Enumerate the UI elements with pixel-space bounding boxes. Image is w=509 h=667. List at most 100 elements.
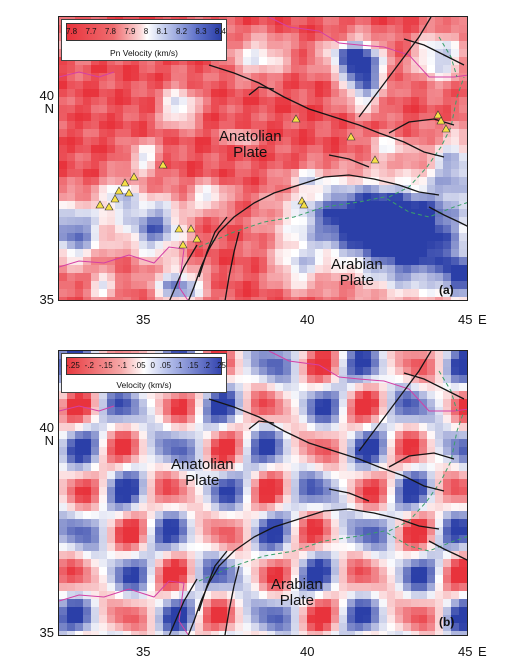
velocity-grid-b-cell [267,511,276,520]
velocity-grid-b-cell [131,511,140,520]
velocity-grid-a-cell [395,193,404,202]
velocity-grid-b-cell [419,535,428,544]
velocity-grid-a-cell [107,241,116,250]
velocity-grid-a-cell [371,121,380,130]
velocity-grid-b-cell [235,583,244,592]
velocity-grid-a-cell [363,65,372,74]
velocity-grid-a-cell [347,121,356,130]
velocity-grid-a-cell [315,17,324,26]
velocity-grid-a-cell [283,153,292,162]
velocity-grid-b-cell [363,359,372,368]
velocity-grid-a-cell [211,249,220,258]
velocity-grid-b-cell [435,439,444,448]
velocity-grid-a-cell [211,57,220,66]
velocity-grid-a-cell [459,161,467,170]
velocity-grid-b-cell [451,583,460,592]
velocity-grid-b-cell [187,527,196,536]
velocity-grid-b-cell [283,375,292,384]
velocity-grid-b-cell [315,535,324,544]
velocity-grid-b-cell [299,575,308,584]
velocity-grid-b-cell [147,607,156,616]
velocity-grid-b-cell [75,439,84,448]
velocity-grid-b-cell [299,383,308,392]
velocity-grid-b-cell [83,391,92,400]
lon-45-label-b: 45 [458,644,473,659]
velocity-grid-b-cell [243,591,252,600]
velocity-grid-b-cell [435,471,444,480]
velocity-grid-b-cell [347,351,356,360]
velocity-grid-b-cell [163,431,172,440]
velocity-grid-b-cell [203,591,212,600]
velocity-grid-a-cell [91,145,100,154]
velocity-grid-a-cell [243,41,252,50]
velocity-grid-b-cell [395,375,404,384]
velocity-grid-a-cell [235,57,244,66]
velocity-grid-a-cell [347,153,356,162]
velocity-grid-b-cell [467,431,468,440]
velocity-grid-a-cell [83,241,92,250]
velocity-grid-b-cell [283,615,292,624]
velocity-grid-b-cell [67,487,76,496]
velocity-grid-b-cell [171,439,180,448]
velocity-grid-a-cell [467,201,468,210]
velocity-grid-b-cell [243,551,252,560]
velocity-grid-a-cell [75,249,84,258]
velocity-grid-b-cell [163,535,172,544]
velocity-grid-b-cell [307,431,316,440]
velocity-grid-b-cell [59,503,68,512]
velocity-grid-b-cell [451,455,460,464]
velocity-grid-a-cell [315,33,324,42]
velocity-grid-a-cell [363,273,372,282]
velocity-grid-b-cell [259,439,268,448]
velocity-grid-a-cell [59,257,68,266]
velocity-grid-b-cell [315,511,324,520]
velocity-grid-a-cell [275,41,284,50]
velocity-grid-a-cell [315,193,324,202]
velocity-grid-a-cell [427,145,436,154]
velocity-grid-b-cell [219,447,228,456]
velocity-grid-a-cell [435,137,444,146]
velocity-grid-a-cell [83,129,92,138]
velocity-grid-b-cell [403,495,412,504]
velocity-grid-b-cell [331,567,340,576]
velocity-grid-a-cell [467,225,468,234]
velocity-grid-a-cell [411,161,420,170]
fault-line-9 [169,244,198,300]
velocity-grid-b-cell [115,399,124,408]
velocity-grid-a-cell [187,177,196,186]
velocity-grid-a-cell [331,65,340,74]
velocity-grid-b-cell [227,487,236,496]
velocity-grid-a-cell [435,265,444,274]
velocity-grid-b-cell [291,431,300,440]
velocity-grid-a-cell [107,161,116,170]
velocity-grid-a-cell [427,121,436,130]
legend-b-tick-5: 0 [150,361,155,370]
velocity-grid-a-cell [371,65,380,74]
velocity-grid-a-cell [387,273,396,282]
velocity-grid-a-cell [403,257,412,266]
velocity-grid-a-cell [339,249,348,258]
velocity-grid-a-cell [451,281,460,290]
velocity-grid-b-cell [235,487,244,496]
velocity-grid-a-cell [275,57,284,66]
velocity-grid-b-cell [267,479,276,488]
velocity-grid-b-cell [251,447,260,456]
velocity-grid-a-cell [435,193,444,202]
velocity-grid-a-cell [251,89,260,98]
velocity-grid-a-cell [59,249,68,258]
velocity-grid-b-cell [323,599,332,608]
velocity-grid-b-cell [75,407,84,416]
velocity-grid-b-cell [155,527,164,536]
velocity-grid-a-cell [211,73,220,82]
velocity-grid-a-cell [427,81,436,90]
velocity-grid-b-cell [331,511,340,520]
velocity-grid-a-cell [67,129,76,138]
velocity-grid-b-cell [115,415,124,424]
velocity-grid-a-cell [59,57,68,66]
velocity-grid-b-cell [99,495,108,504]
velocity-grid-a-cell [435,281,444,290]
velocity-grid-a-cell [435,225,444,234]
velocity-grid-b-cell [331,519,340,528]
velocity-grid-a-cell [155,153,164,162]
velocity-grid-a-cell [67,169,76,178]
